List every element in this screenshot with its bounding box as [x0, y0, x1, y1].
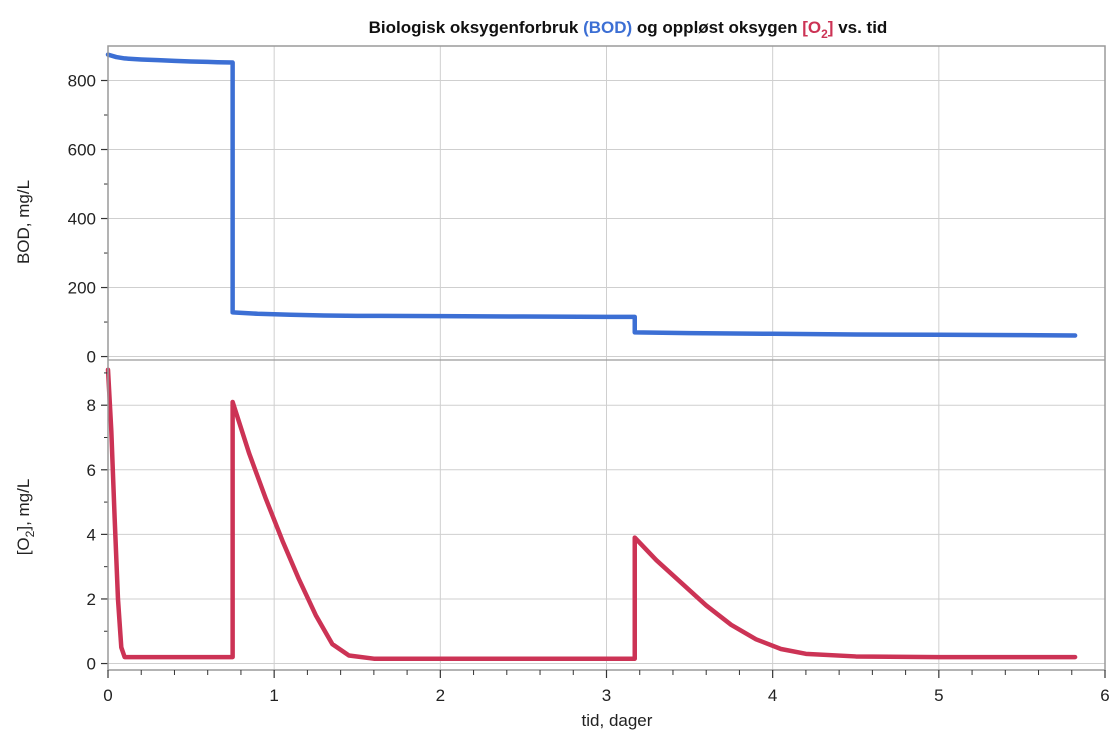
o2-series-line [105, 367, 1078, 661]
bod-series-line [105, 52, 1078, 338]
title-part-1: Biologisk oksygenforbruk [369, 18, 583, 37]
x-tick-label: 3 [602, 686, 611, 705]
y-tick-label: 800 [68, 72, 96, 91]
y-tick-label: 4 [87, 525, 96, 544]
o2-ylabel: [O2], mg/L [14, 479, 37, 556]
o2-ylabel-open: [O [14, 537, 33, 555]
y-tick-label: 0 [87, 655, 96, 674]
title-bod: (BOD) [583, 18, 632, 37]
y-tick-label: 6 [87, 461, 96, 480]
title-part-3: vs. tid [833, 18, 887, 37]
title-o2-close: ] [828, 18, 834, 37]
x-tick-label: 5 [934, 686, 943, 705]
title-o2-sub: 2 [821, 27, 828, 41]
x-tick-label: 1 [269, 686, 278, 705]
title-o2-open: [O [802, 18, 821, 37]
x-tick-label: 4 [768, 686, 777, 705]
series-lines [105, 52, 1078, 661]
y-tick-label: 2 [87, 590, 96, 609]
y-tick-label: 200 [68, 279, 96, 298]
o2-ylabel-sub: 2 [23, 530, 37, 537]
y-tick-label: 400 [68, 210, 96, 229]
grid-lines [108, 46, 1105, 670]
o2-ylabel-close: ], mg/L [14, 479, 33, 531]
x-tick-label: 6 [1100, 686, 1109, 705]
y-tick-label: 0 [87, 348, 96, 367]
bod-ylabel: BOD, mg/L [14, 180, 33, 264]
y-tick-label: 8 [87, 396, 96, 415]
chart-title: Biologisk oksygenforbruk (BOD) og oppløs… [369, 18, 888, 41]
y-tick-label: 600 [68, 141, 96, 160]
x-tick-label: 2 [436, 686, 445, 705]
title-part-2: og oppløst oksygen [632, 18, 802, 37]
x-axis-label: tid, dager [582, 711, 653, 730]
axes: 0 200 400 600 800 0 2 4 6 8 0 1 2 3 4 5 6 [68, 45, 1110, 705]
x-tick-label: 0 [103, 686, 112, 705]
